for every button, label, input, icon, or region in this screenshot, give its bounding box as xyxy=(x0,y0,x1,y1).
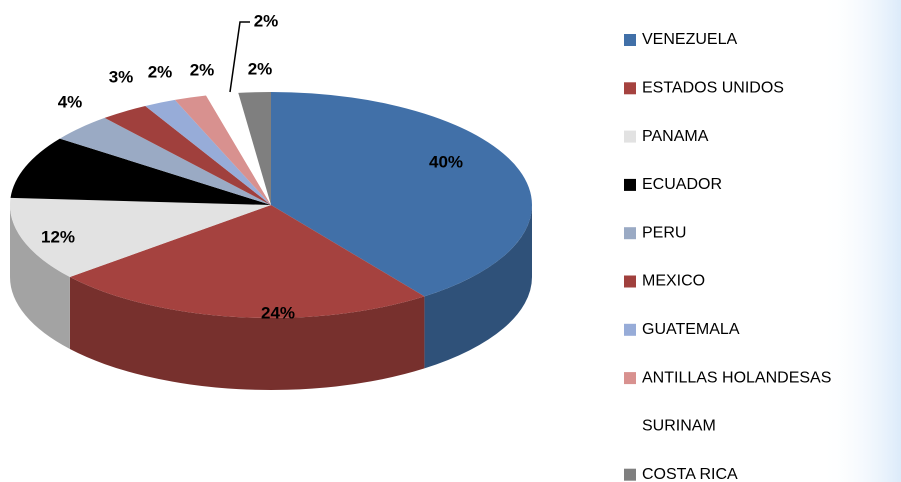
legend-label: COSTA RICA xyxy=(642,466,738,482)
data-label: 2% xyxy=(190,60,215,79)
legend-swatch xyxy=(624,34,636,46)
leader-line xyxy=(229,21,250,93)
legend-swatch xyxy=(624,178,636,191)
slice xyxy=(69,205,425,318)
legend-label: PERU xyxy=(642,224,686,241)
pie: 40% 24% 12% 4% 3% 2% 2% 2% 2% xyxy=(9,11,533,390)
legend-swatch xyxy=(624,82,636,95)
legend-swatch xyxy=(624,227,636,240)
slice xyxy=(104,105,271,205)
data-label: 24% xyxy=(261,303,295,322)
legend-swatch xyxy=(624,420,636,433)
slice xyxy=(10,138,272,205)
slice-side xyxy=(10,205,70,350)
slice xyxy=(174,95,271,205)
legend-label: VENEZUELA xyxy=(642,31,737,48)
data-label: 40% xyxy=(429,152,463,171)
slice-side xyxy=(424,205,532,369)
background xyxy=(820,0,901,482)
data-label: 2% xyxy=(254,11,279,30)
data-label: 4% xyxy=(58,92,83,111)
legend-label: ECUADOR xyxy=(642,176,722,193)
legend-swatch xyxy=(624,275,636,288)
slice xyxy=(271,92,533,297)
legend-label: PANAMA xyxy=(642,128,709,145)
data-label: 2% xyxy=(248,59,273,78)
legend-swatch xyxy=(624,372,636,385)
legend-label: GUATEMALA xyxy=(642,321,740,338)
slice xyxy=(206,92,271,205)
slice xyxy=(9,197,271,278)
slice xyxy=(145,99,271,205)
legend-swatch xyxy=(624,323,636,336)
legend-label: MEXICO xyxy=(642,273,705,290)
legend-label: SURINAM xyxy=(642,418,716,435)
legend-swatch xyxy=(624,468,636,481)
legend-label: ESTADOS UNIDOS xyxy=(642,80,784,97)
legend-swatch xyxy=(624,130,636,143)
slice xyxy=(59,117,272,205)
slice xyxy=(238,92,271,205)
data-label: 2% xyxy=(148,62,173,81)
slice-side xyxy=(69,277,425,390)
legend-label: ANTILLAS HOLANDESAS xyxy=(642,369,831,386)
legend: VENEZUELA ESTADOS UNIDOS PANAMA ECUADOR PERU… xyxy=(624,31,831,482)
data-label: 12% xyxy=(41,227,75,246)
data-label: 3% xyxy=(109,67,134,86)
